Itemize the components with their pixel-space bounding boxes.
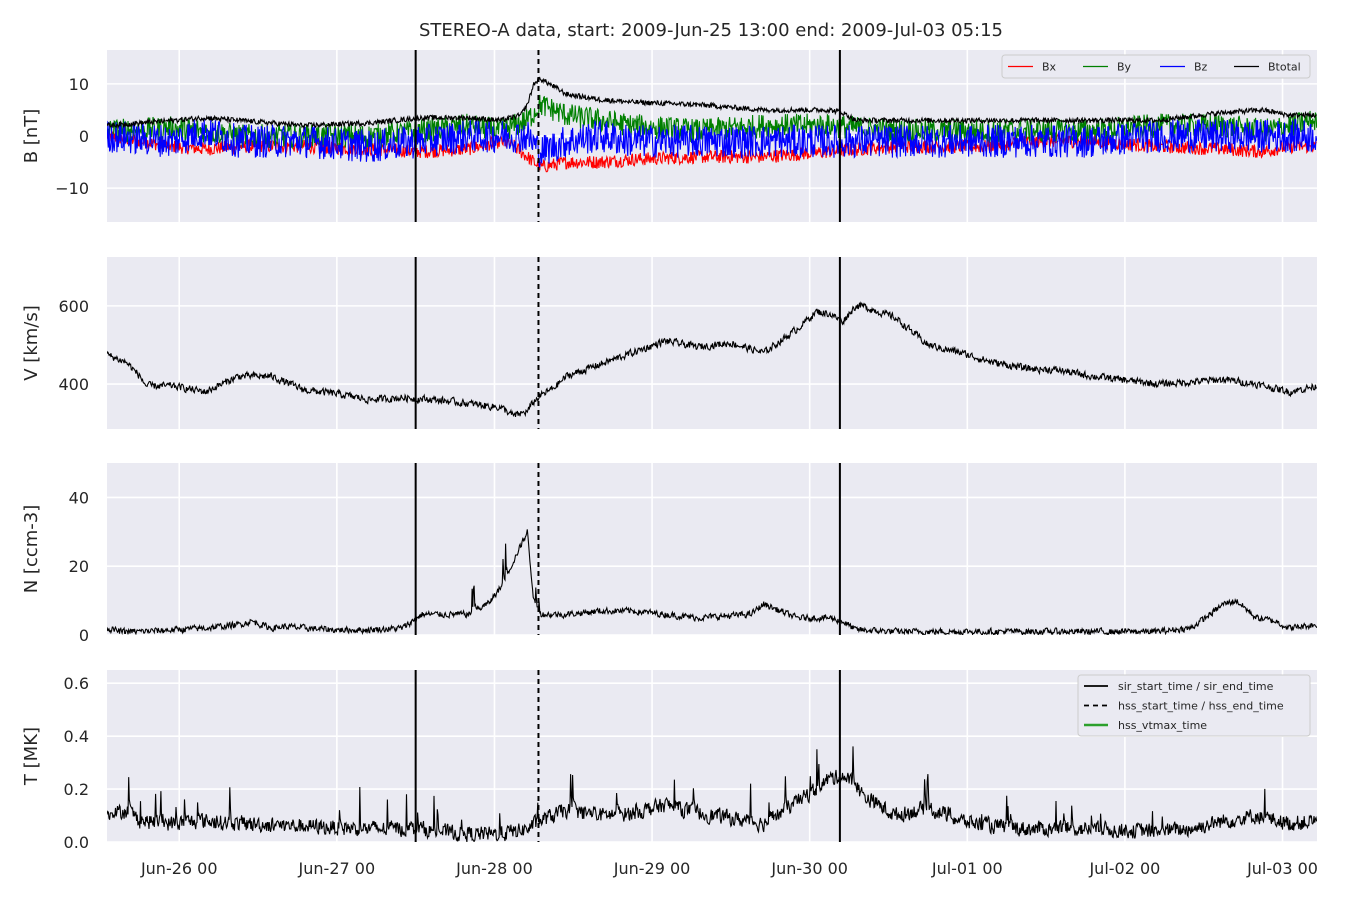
panel-2: 600 400 V [km/s]	[21, 257, 1317, 429]
x-tick-label: Jul-03 00	[1246, 859, 1318, 878]
x-tick-label: Jul-02 00	[1088, 859, 1160, 878]
series-line	[107, 301, 1317, 418]
y-tick-label: 600	[58, 297, 89, 316]
legend-box	[1001, 54, 1311, 79]
x-tick-label: Jul-01 00	[931, 859, 1003, 878]
y-tick-label: 0.4	[64, 727, 89, 746]
series-line	[107, 746, 1317, 842]
series-group	[107, 529, 1317, 635]
series-group	[107, 76, 1317, 173]
y-tick-label: 0.2	[64, 780, 89, 799]
legend-b: Bx By Bz Btotal	[1001, 54, 1311, 79]
series-line	[107, 529, 1317, 635]
series-line-btotal	[107, 76, 1317, 131]
y-tick-label: 400	[58, 375, 89, 394]
legend-label: hss_start_time / hss_end_time	[1118, 700, 1284, 713]
y-tick-label: 0	[79, 127, 89, 146]
legend-box	[1077, 674, 1311, 737]
y-axis-label: V [km/s]	[21, 305, 42, 380]
x-tick-label: Jun-26 00	[140, 859, 218, 878]
legend-label: hss_vtmax_time	[1118, 719, 1207, 732]
legend-label: Btotal	[1268, 61, 1301, 74]
panel-4: 0.6 0.4 0.2 0.0 T [MK] Jun-26 00 Jun-27 00 Jun-…	[21, 670, 1318, 878]
x-tick-label: Jun-29 00	[613, 859, 691, 878]
y-tick-label: 0	[79, 626, 89, 645]
x-tick-label: Jun-28 00	[455, 859, 533, 878]
y-tick-label: 0.0	[64, 833, 89, 852]
y-tick-label: 20	[69, 557, 89, 576]
y-tick-label: 0.6	[64, 674, 89, 693]
y-axis-label: B [nT]	[21, 109, 42, 164]
y-tick-label: 10	[69, 75, 89, 94]
legend-label: Bz	[1194, 61, 1208, 74]
legend-label: By	[1117, 61, 1132, 74]
series-line-bx	[107, 129, 1317, 173]
legend-label: sir_start_time / sir_end_time	[1118, 680, 1274, 693]
panel-1: 10 0 −10 B [nT] Bx By Bz Btotal	[21, 50, 1317, 222]
legend-label: Bx	[1042, 61, 1057, 74]
series-group	[107, 301, 1317, 418]
series-group	[107, 746, 1317, 842]
chart-title: STEREO-A data, start: 2009-Jun-25 13:00 …	[419, 20, 1003, 41]
panel-background	[107, 463, 1317, 635]
x-tick-label: Jun-27 00	[298, 859, 376, 878]
y-tick-label: 40	[69, 488, 89, 507]
panel-3: 40 20 0 N [ccm-3]	[21, 463, 1317, 645]
y-axis-label: T [MK]	[21, 727, 42, 786]
x-tick-label: Jun-30 00	[770, 859, 848, 878]
legend-events: sir_start_time / sir_end_time hss_start_t…	[1077, 674, 1311, 737]
y-tick-label: −10	[55, 179, 89, 198]
panel-background	[107, 257, 1317, 429]
y-axis-label: N [ccm-3]	[21, 505, 42, 594]
series-line-bz	[107, 116, 1317, 168]
